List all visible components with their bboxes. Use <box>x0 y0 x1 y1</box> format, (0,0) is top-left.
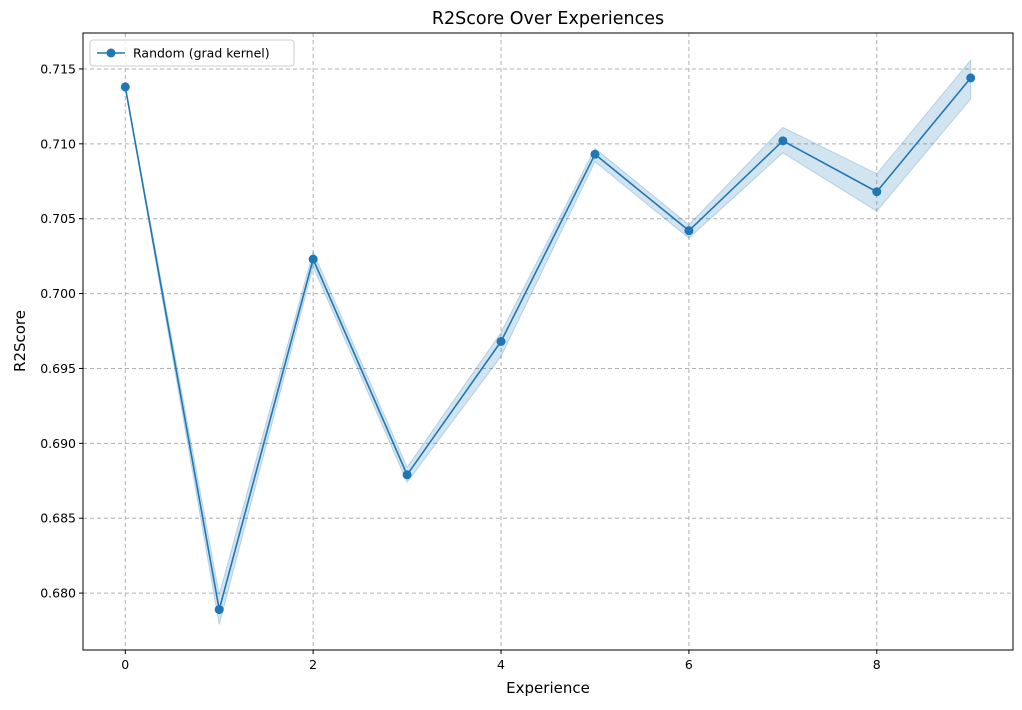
confidence-band <box>124 58 972 625</box>
y-axis-ticks: 0.680 0.685 0.690 0.695 0.700 0.705 0.710 0.715 <box>40 61 83 601</box>
legend-box <box>89 39 295 67</box>
data-point <box>214 605 224 615</box>
data-point <box>778 136 788 146</box>
legend: Random (grad kernel) <box>89 39 295 67</box>
x-tick-label: 8 <box>873 657 881 672</box>
series-markers <box>120 73 976 615</box>
chart-title: R2Score Over Experiences <box>432 9 664 29</box>
grid <box>83 33 1013 650</box>
data-point <box>684 226 694 236</box>
y-tick-label: 0.700 <box>40 286 76 301</box>
x-tick-label: 2 <box>309 657 317 672</box>
data-point <box>872 187 882 197</box>
y-tick-label: 0.705 <box>40 211 76 226</box>
y-tick-label: 0.680 <box>40 586 76 601</box>
y-tick-label: 0.710 <box>40 136 76 151</box>
data-point <box>590 149 600 159</box>
data-point <box>496 337 506 346</box>
legend-marker-swatch <box>106 48 116 58</box>
y-tick-label: 0.690 <box>40 436 76 451</box>
series-line-layer <box>124 77 972 611</box>
y-tick-label: 0.695 <box>40 361 76 376</box>
legend-entry-label: Random (grad kernel) <box>133 46 270 61</box>
y-tick-label: 0.715 <box>40 61 76 76</box>
x-axis-title: Experience <box>506 679 590 697</box>
data-point <box>402 470 412 480</box>
plot-frame <box>82 32 1014 651</box>
data-point <box>308 254 318 264</box>
y-axis-title: R2Score <box>11 310 29 372</box>
series-line <box>124 77 972 611</box>
data-point <box>966 73 976 83</box>
x-tick-label: 4 <box>497 657 505 672</box>
series-band <box>124 58 972 625</box>
x-tick-label: 6 <box>685 657 693 672</box>
data-point <box>120 82 130 92</box>
x-tick-label: 0 <box>121 657 129 672</box>
x-axis-ticks: 0 2 4 6 8 <box>121 650 881 672</box>
y-tick-label: 0.685 <box>40 511 76 526</box>
